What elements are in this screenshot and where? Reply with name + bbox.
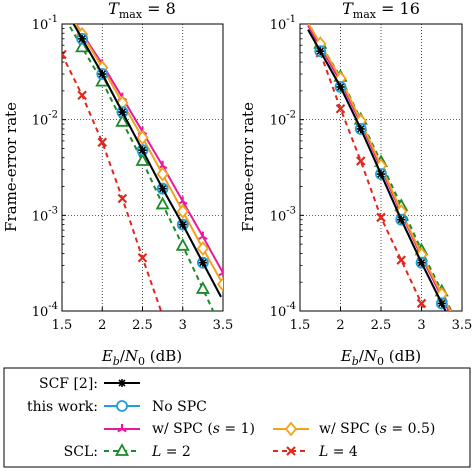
legend-marker-star: [118, 379, 126, 387]
legend-label-scl-l4: L = 4: [318, 444, 358, 460]
legend-marker-tri-star: [117, 424, 127, 433]
x-tick-label: 2.5: [132, 318, 153, 333]
xlabel-right: Eb/N0 (dB): [340, 347, 421, 368]
subplot-tmax-16: 1.5 2 2.5 3 3.510-410-310-210-1 Tmax = 16 Fr…: [239, 0, 472, 368]
marker-tri-star: [218, 267, 223, 277]
marker-star: [377, 170, 385, 179]
legend-entry-spc-s05: [273, 421, 309, 437]
marker-star: [138, 146, 147, 155]
marker-x: [62, 49, 67, 60]
series-line-diamond: [74, 24, 223, 287]
legend-row-label-this-work: this work:: [27, 399, 98, 415]
ylabel-right: Frame-error rate: [239, 102, 257, 232]
marker-triangle: [135, 153, 150, 166]
marker-triangle: [195, 281, 210, 294]
y-tick-label: 10-2: [32, 110, 58, 129]
legend-row-label-scl: SCL:: [64, 444, 98, 460]
legend-entry-no-spc: [104, 400, 140, 412]
grid-left: [62, 24, 223, 311]
legend-marker-triangle: [114, 443, 130, 456]
ticks-left: 1.5 2 2.5 3 3.510-410-310-210-1: [32, 14, 234, 333]
marker-x: [137, 253, 148, 263]
y-tick-label: 10-1: [270, 14, 296, 33]
legend-marker-diamond: [284, 421, 298, 437]
marker-star: [417, 258, 426, 267]
marker-triangle: [115, 113, 130, 127]
legend-marker-x: [286, 446, 296, 456]
legend-box: [3, 367, 471, 468]
legend-entry-scf: [104, 379, 140, 387]
xlabel-left: Eb/N0 (dB): [101, 347, 182, 368]
marker-tri-star: [198, 231, 208, 240]
marker-star: [437, 299, 446, 308]
legend-label-spc-s1: w/ SPC (s = 1): [152, 421, 255, 437]
marker-star: [316, 47, 325, 56]
legend-entry-scl-l2: [104, 443, 140, 456]
marker-star: [98, 70, 107, 79]
marker-diamond: [136, 130, 149, 145]
x-tick-label: 1.5: [52, 318, 73, 333]
legend-marker-circle: [116, 400, 128, 412]
marker-x: [77, 90, 87, 101]
legend-label-spc-s05: w/ SPC (s = 0.5): [319, 421, 435, 437]
series-left: [62, 24, 223, 311]
x-tick-label: 1.5: [290, 318, 311, 333]
legend-row-label-scf: SCF [2]:: [39, 376, 98, 392]
y-tick-label: 10-1: [32, 14, 58, 33]
marker-star: [397, 215, 406, 224]
x-tick-label: 2: [98, 318, 106, 333]
subplot-tmax-8: 1.5 2 2.5 3 3.510-410-310-210-1 Tmax = 8 Fra…: [2, 0, 234, 368]
marker-x: [416, 298, 427, 309]
marker-star: [336, 82, 345, 91]
x-tick-label: 2.5: [371, 318, 392, 333]
series-line-triangle: [69, 26, 215, 311]
series-line-x: [62, 52, 163, 311]
marker-x: [355, 156, 366, 166]
ylabel-left: Frame-error rate: [2, 102, 20, 232]
legend-label-no-spc: No SPC: [152, 399, 207, 415]
y-tick-label: 10-2: [270, 110, 296, 129]
x-tick-label: 3: [179, 318, 187, 333]
series-line-tri-star: [74, 24, 223, 275]
legend: SCF [2]: this work: SCL: No SPC w/ SPC (…: [3, 367, 471, 468]
marker-triangle: [175, 237, 190, 251]
y-tick-label: 10-3: [270, 205, 296, 224]
series-line-x: [308, 24, 427, 311]
title-right: Tmax = 16: [342, 0, 420, 21]
x-tick-label: 3.5: [213, 318, 234, 333]
legend-entry-scl-l4: [273, 446, 309, 456]
marker-star: [78, 34, 87, 43]
marker-star: [178, 220, 187, 229]
legend-label-scl-l2: L = 2: [151, 444, 191, 460]
marker-triangle: [155, 196, 170, 210]
marker-star: [356, 124, 365, 133]
title-left: Tmax = 8: [108, 0, 176, 21]
marker-diamond: [156, 166, 169, 182]
legend-entry-spc-s1: [104, 424, 140, 433]
x-tick-label: 2: [336, 318, 344, 333]
marker-x: [97, 137, 108, 148]
marker-x: [396, 255, 407, 265]
marker-star: [158, 184, 167, 193]
marker-star: [198, 258, 207, 267]
marker-x: [335, 103, 346, 114]
x-tick-label: 3.5: [452, 318, 473, 333]
y-tick-label: 10-3: [32, 205, 58, 224]
marker-diamond: [196, 241, 210, 256]
marker-triangle: [75, 39, 90, 53]
marker-x: [376, 212, 386, 223]
series-right: [307, 24, 453, 311]
marker-diamond: [176, 203, 189, 219]
x-tick-label: 3: [417, 318, 425, 333]
series-line-star: [307, 29, 447, 311]
marker-diamond: [216, 276, 223, 292]
marker-star: [118, 108, 127, 117]
marker-x: [117, 193, 128, 204]
